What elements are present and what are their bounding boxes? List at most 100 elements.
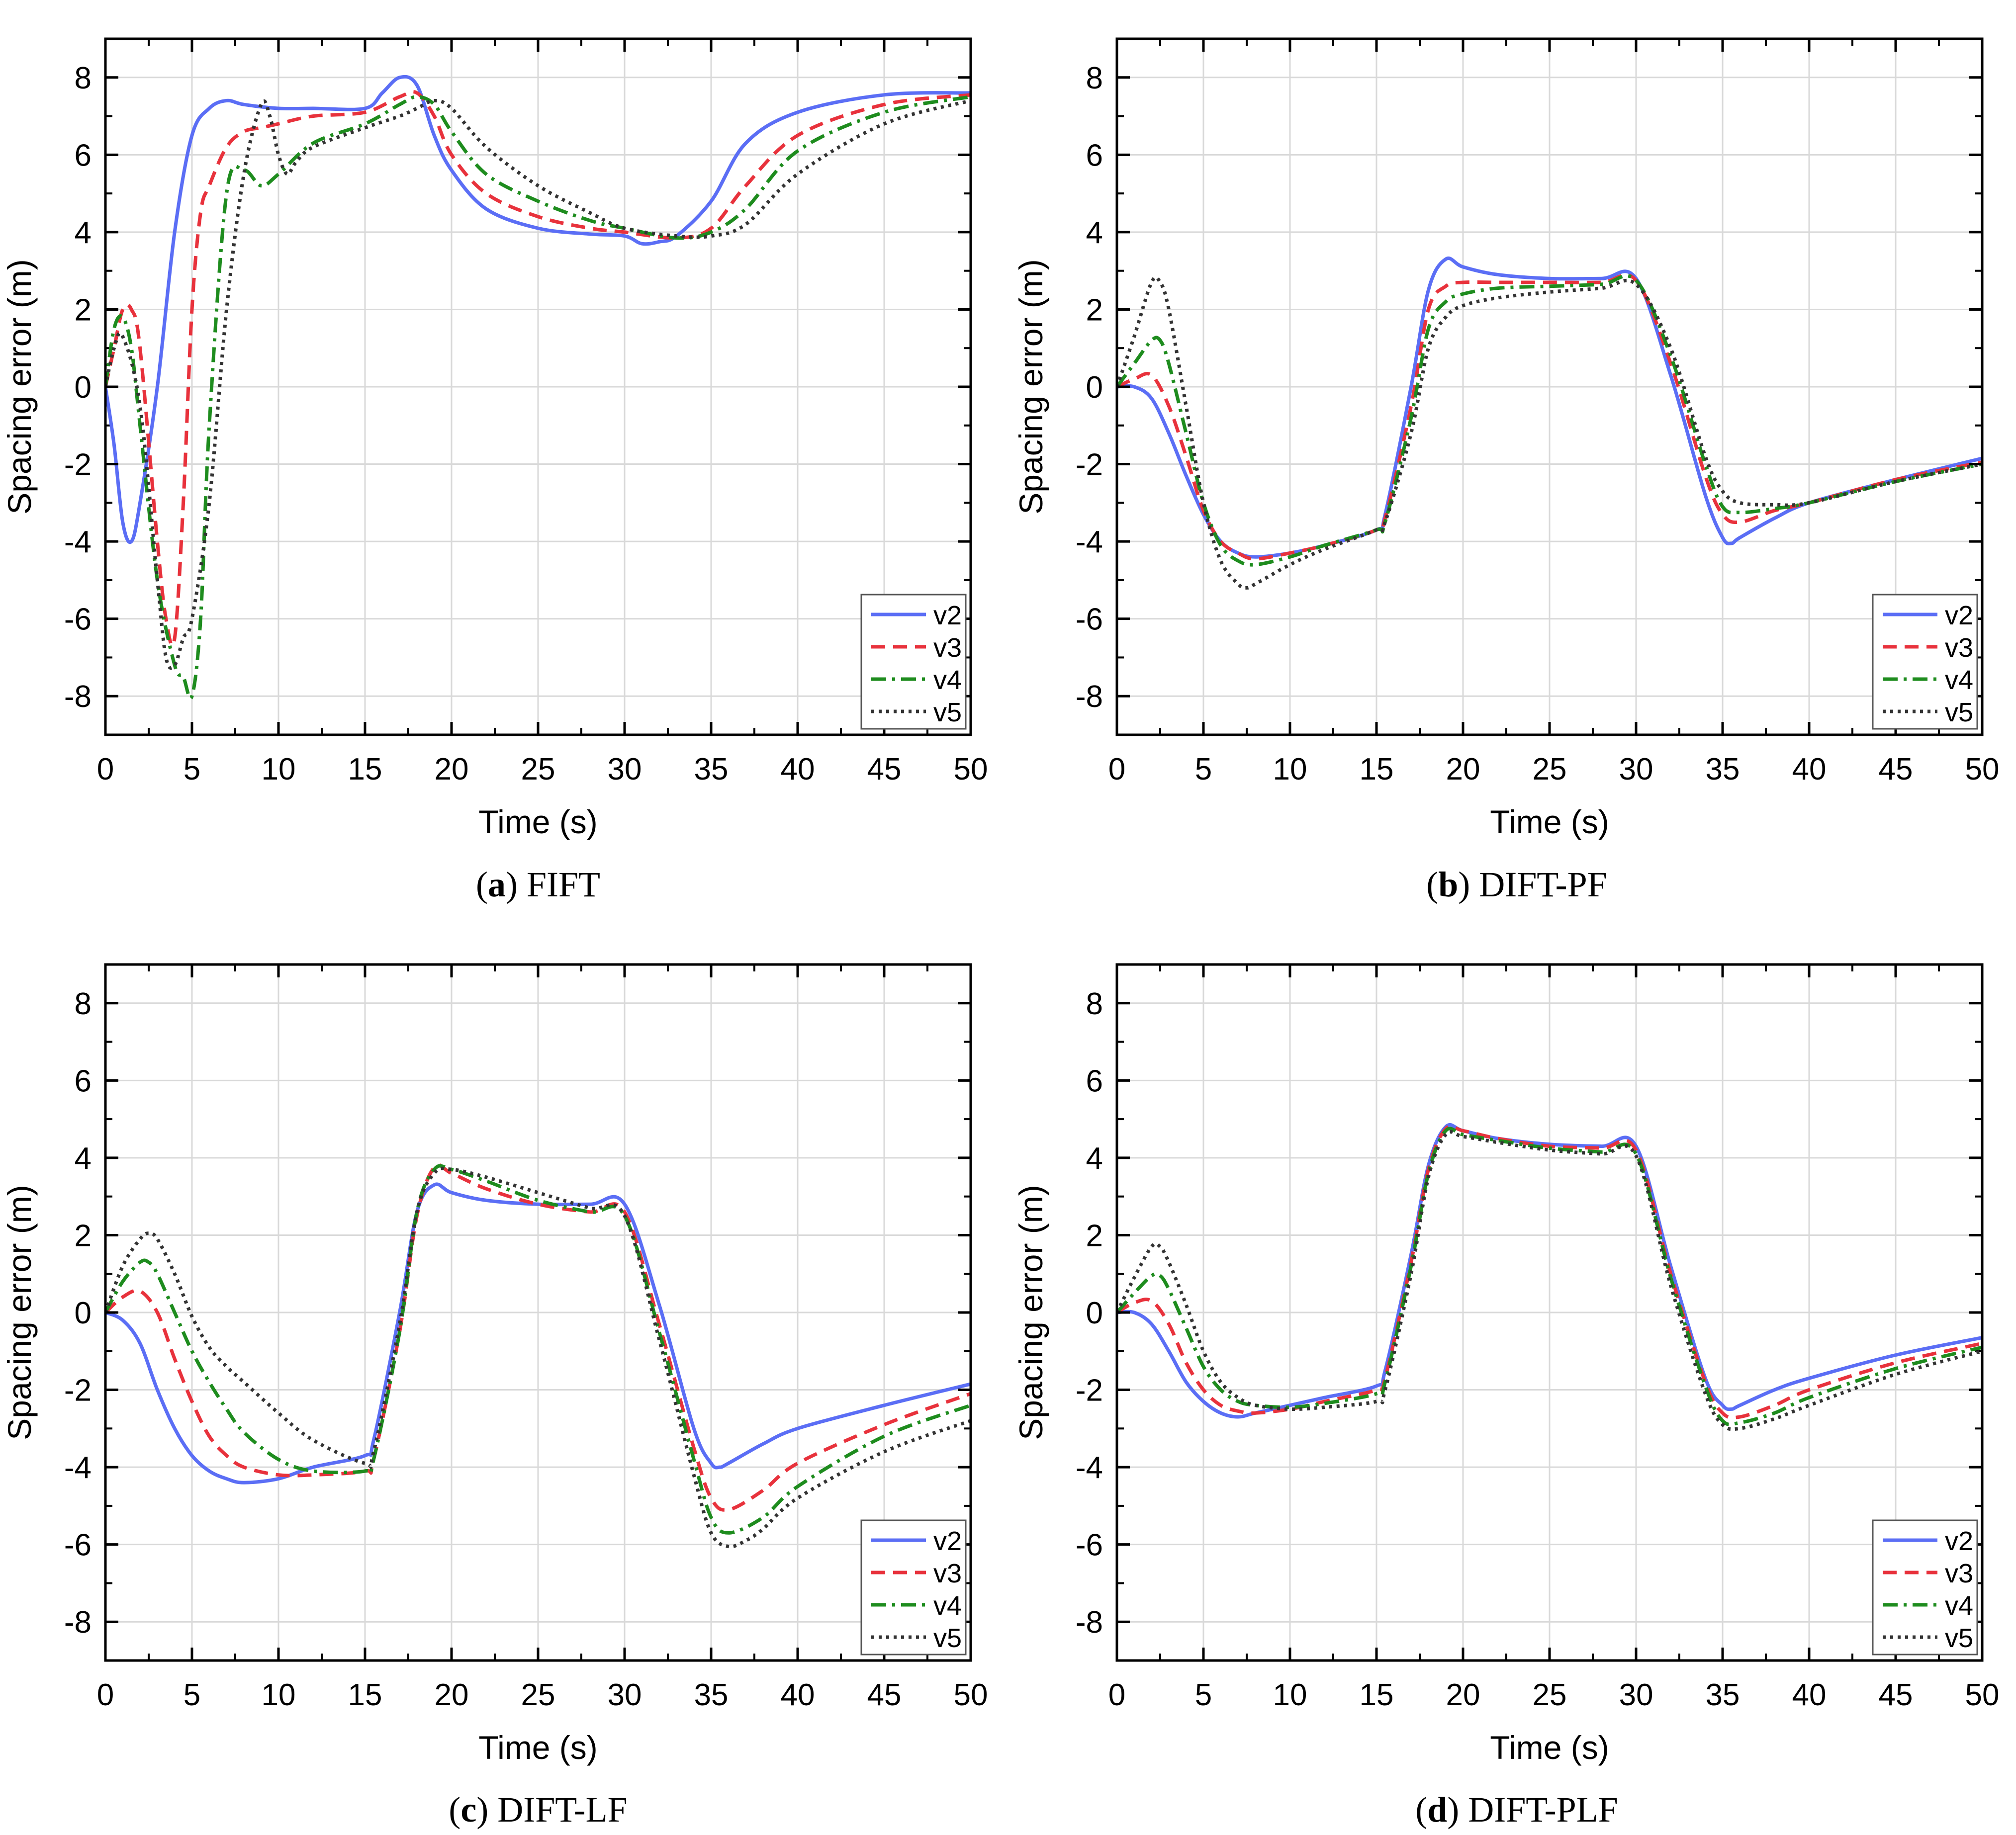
legend-label-v3: v3 <box>933 1559 962 1588</box>
x-tick-label: 25 <box>1533 1678 1567 1712</box>
x-tick-label: 25 <box>521 752 555 786</box>
y-tick-label: -6 <box>64 603 92 637</box>
x-tick-label: 40 <box>781 1678 815 1712</box>
series-line-v2 <box>105 75 971 544</box>
x-tick-label: 30 <box>608 1678 642 1712</box>
chart-panel-d: 0 5 10 15 20 25 30 35 40 45 50 -8 -6 -4 -2 0 2 4 6 8 Time (s… <box>1012 963 1999 1766</box>
y-tick-label: -8 <box>64 1605 92 1640</box>
y-tick-label: -8 <box>1076 1605 1103 1640</box>
legend-box <box>1872 1519 1978 1656</box>
x-tick-label: 35 <box>694 752 729 786</box>
series-line-v5 <box>105 98 971 670</box>
legend-box <box>860 1519 967 1656</box>
y-tick-label: -6 <box>1076 603 1103 637</box>
y-tick-label: 4 <box>1086 1141 1103 1176</box>
caption-d: (d) DIFT-PLF <box>1415 1790 1618 1830</box>
y-tick-label: 4 <box>75 216 92 250</box>
y-axis-label: Spacing error (m) <box>1 1185 38 1440</box>
x-tick-label: 0 <box>97 752 114 786</box>
x-axis-label: Time (s) <box>1490 803 1609 840</box>
x-tick-label: 5 <box>1195 752 1212 786</box>
x-tick-label: 10 <box>1273 752 1307 786</box>
caption-c: (c) DIFT-LF <box>449 1790 627 1830</box>
legend-box <box>1872 594 1978 730</box>
y-tick-label: 6 <box>1086 138 1103 173</box>
x-tick-label: 20 <box>435 1678 469 1712</box>
x-tick-label: 20 <box>1446 752 1480 786</box>
x-axis-label: Time (s) <box>478 803 598 840</box>
series-line-v3 <box>105 89 971 648</box>
x-tick-label: 40 <box>781 752 815 786</box>
series-line-v2 <box>1117 1123 1982 1419</box>
legend-box <box>860 594 967 730</box>
legend-label-v4: v4 <box>933 665 962 695</box>
x-tick-label: 35 <box>1706 1678 1740 1712</box>
y-tick-label: -6 <box>1076 1528 1103 1563</box>
legend-label-v2: v2 <box>1945 1526 1973 1556</box>
y-tick-label: -2 <box>64 1374 92 1408</box>
x-tick-label: 15 <box>348 752 382 786</box>
y-tick-label: 4 <box>75 1141 92 1176</box>
series-line-v2 <box>105 1182 971 1485</box>
series-line-v4 <box>1117 1127 1982 1426</box>
y-tick-label: -4 <box>1076 525 1103 559</box>
y-axis-label: Spacing error (m) <box>1 259 38 514</box>
y-tick-label: -6 <box>64 1528 92 1563</box>
series-line-v3 <box>105 1163 971 1512</box>
x-tick-label: 15 <box>348 1678 382 1712</box>
x-tick-label: 10 <box>262 1678 296 1712</box>
y-tick-label: -8 <box>1076 680 1103 714</box>
x-tick-label: 40 <box>1792 752 1827 786</box>
y-tick-label: -2 <box>1076 1374 1103 1408</box>
chart-panel-c: 0 5 10 15 20 25 30 35 40 45 50 -8 -6 -4 -2 0 2 4 6 8 Time (s… <box>1 963 988 1766</box>
x-tick-label: 5 <box>183 752 200 786</box>
x-tick-label: 15 <box>1360 1678 1394 1712</box>
x-tick-label: 50 <box>954 1678 988 1712</box>
legend-label-v4: v4 <box>933 1591 962 1621</box>
y-tick-label: 2 <box>1086 293 1103 327</box>
y-tick-label: 6 <box>1086 1064 1103 1098</box>
legend-label-v4: v4 <box>1945 1591 1973 1621</box>
x-tick-label: 30 <box>1619 752 1653 786</box>
x-tick-label: 15 <box>1360 752 1394 786</box>
x-axis-label: Time (s) <box>1490 1729 1609 1766</box>
y-tick-label: -4 <box>64 525 92 559</box>
legend-label-v5: v5 <box>933 698 962 727</box>
x-tick-label: 30 <box>1619 1678 1653 1712</box>
x-tick-label: 50 <box>954 752 988 786</box>
series-line-v4 <box>1117 274 1982 567</box>
y-tick-label: 8 <box>75 987 92 1021</box>
x-tick-label: 25 <box>521 1678 555 1712</box>
y-tick-label: 0 <box>1086 1296 1103 1330</box>
legend-label-v2: v2 <box>933 1526 962 1556</box>
x-tick-label: 10 <box>262 752 296 786</box>
y-axis-label: Spacing error (m) <box>1012 1185 1049 1440</box>
y-tick-label: -4 <box>1076 1451 1103 1485</box>
x-tick-label: 45 <box>867 1678 902 1712</box>
y-axis-label: Spacing error (m) <box>1012 259 1049 514</box>
x-tick-label: 35 <box>1706 752 1740 786</box>
y-tick-label: 2 <box>1086 1219 1103 1253</box>
legend-label-v4: v4 <box>1945 665 1973 695</box>
y-tick-label: 0 <box>75 370 92 405</box>
y-tick-label: 0 <box>1086 370 1103 405</box>
legend-label-v2: v2 <box>933 601 962 630</box>
y-tick-label: 8 <box>75 61 92 95</box>
x-tick-label: 45 <box>867 752 902 786</box>
x-tick-label: 25 <box>1533 752 1567 786</box>
legend-label-v3: v3 <box>1945 633 1973 663</box>
x-axis-label: Time (s) <box>478 1729 598 1766</box>
x-tick-label: 0 <box>1108 1678 1125 1712</box>
x-tick-label: 0 <box>97 1678 114 1712</box>
legend-label-v2: v2 <box>1945 601 1973 630</box>
y-tick-label: 2 <box>75 293 92 327</box>
x-tick-label: 5 <box>1195 1678 1212 1712</box>
legend-label-v5: v5 <box>1945 698 1973 727</box>
x-tick-label: 20 <box>1446 1678 1480 1712</box>
x-tick-label: 30 <box>608 752 642 786</box>
y-tick-label: -8 <box>64 680 92 714</box>
legend-label-v3: v3 <box>933 633 962 663</box>
